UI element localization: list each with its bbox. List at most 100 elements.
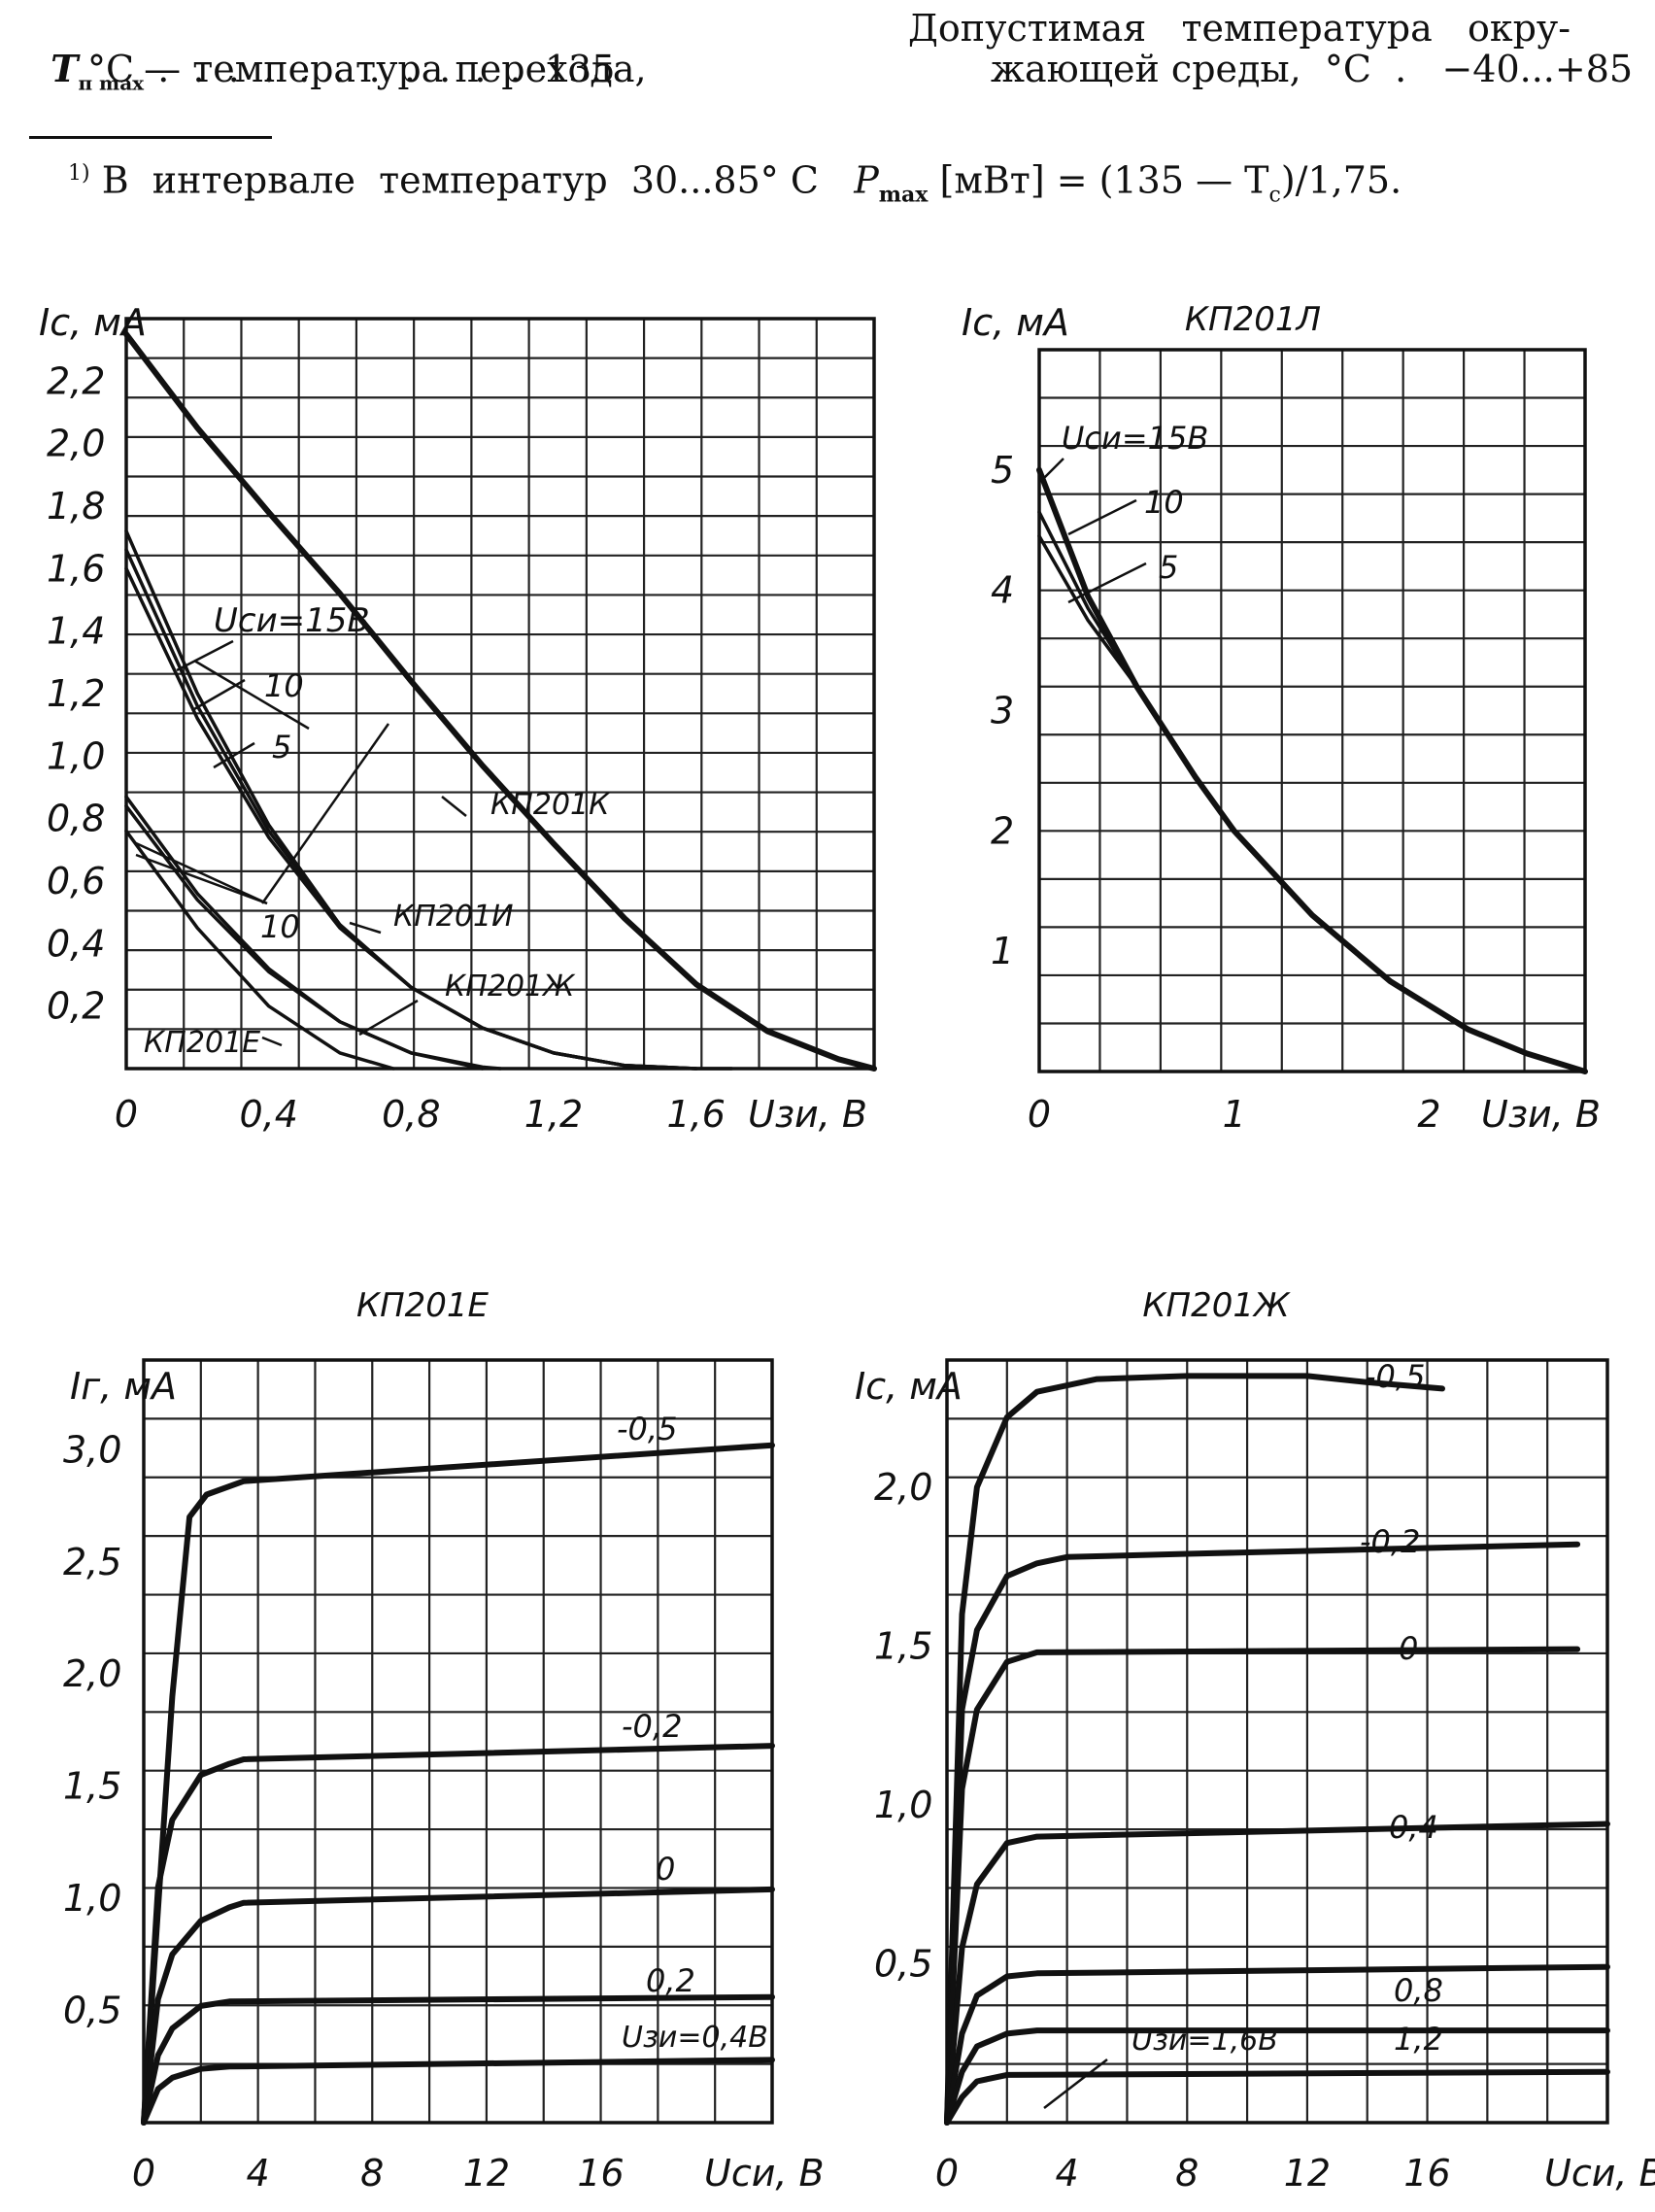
plot-frame [945, 1358, 1609, 2125]
x-tick-label: 8 [360, 2152, 384, 2195]
chart-transfer_L: 0 1 2 1 2 3 4 5 Ic, мА Uзи, В КП201Л Uси=15В 10 5 [962, 300, 1601, 1136]
curve-label: -0,2 [1360, 1523, 1420, 1560]
curve-label: КП201К [490, 788, 611, 822]
x-tick-label: 16 [1403, 2152, 1450, 2195]
leader-line [441, 796, 467, 817]
plot-frame [1037, 348, 1587, 1073]
curve-label: Uси=15В [1062, 420, 1208, 457]
curve-label: 0,2 [646, 1962, 695, 1999]
x-tick-label: 16 [577, 2152, 624, 2195]
y-tick-label: 1,5 [63, 1765, 121, 1808]
x-tick-label: 0 [935, 2152, 959, 2195]
y-tick-label: 0,8 [47, 798, 105, 840]
leader-line [176, 639, 234, 672]
series-line [124, 829, 395, 1071]
footnote: 1) В интервале температур 30...85° С Pma… [68, 158, 1402, 208]
curve-label: 1,2 [1394, 2021, 1443, 2058]
y-tick-label: 3,0 [63, 1428, 121, 1471]
x-tick-label: 2 [1417, 1093, 1440, 1136]
leader-line [213, 741, 255, 769]
leader-line [1043, 458, 1064, 479]
x-axis-label: Uси, В [704, 2152, 825, 2195]
series-line [123, 331, 877, 1072]
chart-grid [947, 1360, 1607, 2123]
y-tick-label: 4 [991, 569, 1014, 612]
series-line [944, 1541, 1581, 2126]
y-tick-label: 2,0 [47, 423, 105, 465]
series-line [944, 2027, 1610, 2126]
series-line [944, 1646, 1581, 2126]
x-tick-label: 1 [1223, 1093, 1246, 1136]
x-tick-label: 4 [247, 2152, 270, 2195]
leader-line [260, 723, 390, 904]
series-line [141, 1886, 775, 2126]
leader-line [358, 999, 419, 1037]
series-line [1037, 534, 1139, 689]
leader-line [135, 853, 268, 905]
x-axis-label: Uси, В [1544, 2152, 1655, 2195]
leader-line [1067, 498, 1137, 536]
curve-label: -0,2 [622, 1708, 682, 1745]
header-left-line2: °С . . . . . . . . . . . 135 [87, 48, 616, 90]
curve-label: 10 [260, 908, 300, 945]
y-tick-label: 0,5 [63, 1990, 121, 2032]
y-tick-label: 2 [991, 809, 1014, 852]
y-tick-label: 1,0 [63, 1877, 121, 1920]
plot-frame [124, 317, 876, 1071]
y-tick-label: 1,0 [47, 734, 105, 777]
chart-transfer_KEZHIK: 0 0,4 0,8 1,2 1,6 0,2 0,4 0,6 0,8 1,0 1,2 1,4 1,6 1,8… [39, 301, 877, 1136]
y-tick-label: 1,6 [47, 547, 105, 590]
x-tick-label: 4 [1056, 2152, 1079, 2195]
y-tick-label: 5 [991, 449, 1014, 492]
x-tick-label: 12 [463, 2152, 510, 2195]
leader-line [1067, 562, 1147, 604]
y-tick-label: 2,0 [874, 1466, 932, 1509]
y-tick-label: 1,2 [47, 672, 105, 715]
series-line [141, 1442, 775, 2126]
x-tick-label: 0 [115, 1093, 138, 1136]
series-line [944, 2068, 1610, 2126]
chart-grid [126, 319, 874, 1069]
curve-label: -0,5 [1365, 1358, 1425, 1395]
header-right-line2: жающей среды, °С . −40...+85 [991, 48, 1634, 90]
curve-label: КП201И [393, 900, 514, 934]
header-right-line1: Допустимая температура окру- [908, 7, 1571, 50]
chart-title: КП201Е [356, 1286, 490, 1325]
series-line [124, 804, 485, 1071]
y-tick-label: 1,0 [874, 1784, 932, 1826]
x-axis-label: Uзи, В [748, 1093, 867, 1136]
series-line [124, 548, 698, 1071]
series-line [944, 1963, 1610, 2126]
y-tick-label: 1,5 [874, 1624, 932, 1667]
curve-label: КП201Е [144, 1026, 260, 1060]
chart-title: КП201Л [1185, 300, 1321, 339]
curve-label: Uзи=1,6В [1131, 2024, 1278, 2058]
chart-title: КП201Ж [1142, 1286, 1291, 1325]
curve-label: -0,5 [617, 1411, 677, 1447]
leader-line [1043, 2059, 1108, 2109]
series-line [1036, 466, 1588, 1074]
y-axis-label: Ic, мА [962, 301, 1069, 344]
y-tick-label: 3 [991, 690, 1014, 732]
curve-label: 0,8 [1394, 1972, 1443, 2009]
leader-line [193, 659, 310, 731]
chart-grid [144, 1360, 772, 2123]
header-left-line1: Tп max— температура перехода, [51, 47, 647, 95]
y-tick-label: 2,2 [47, 359, 105, 402]
leader-line [193, 678, 246, 711]
curve-label: Uси=15В [214, 601, 370, 640]
y-tick-label: 1,4 [47, 610, 105, 653]
chart-output_E: 0 4 8 12 16 0,5 1,0 1,5 2,0 2,5 3,0 Iг, мА Uси, В КП2… [63, 1286, 825, 2195]
leader-line [261, 1036, 283, 1047]
y-tick-label: 1 [991, 930, 1014, 972]
curve-label: 0 [656, 1851, 675, 1888]
leader-line [135, 841, 268, 905]
curve-label: КП201Ж [445, 970, 576, 1004]
curve-label: 10 [1144, 484, 1184, 521]
y-tick-label: 2,0 [63, 1652, 121, 1695]
chart-output_ZH: 0 4 8 12 16 0,5 1,0 1,5 2,0 Ic, мА Uси, В КП201Ж -0,… [855, 1286, 1655, 2195]
x-tick-label: 1,2 [524, 1093, 583, 1136]
footnote-rule [29, 136, 272, 139]
x-tick-label: 0 [1028, 1093, 1051, 1136]
